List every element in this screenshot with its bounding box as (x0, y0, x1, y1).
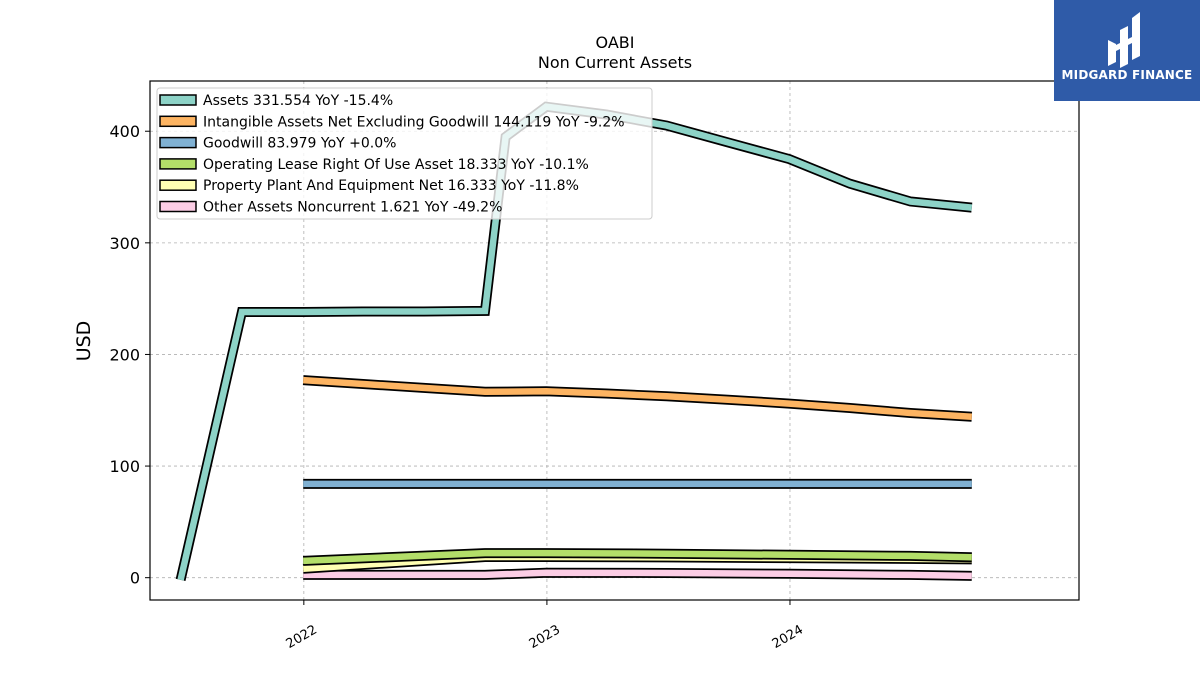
y-tick-label: 200 (109, 345, 140, 364)
legend-label: Assets 331.554 YoY -15.4% (203, 93, 393, 109)
legend-swatch (159, 136, 197, 149)
series-operating-lease-right-of-use-asset[interactable] (302, 548, 972, 566)
chart-subtitle: Non Current Assets (538, 53, 692, 72)
legend-label: Goodwill 83.979 YoY +0.0% (203, 136, 396, 152)
legend-label: Other Assets Noncurrent 1.621 YoY -49.2% (203, 200, 502, 216)
x-tick-label: 2022 (284, 622, 320, 652)
series-line (303, 549, 972, 565)
legend-label: Intangible Assets Net Excluding Goodwill… (203, 114, 625, 130)
legend-swatch (159, 115, 197, 128)
y-tick-label: 400 (109, 122, 140, 141)
y-tick-label: 300 (109, 234, 140, 253)
brand-logo: MIDGARD FINANCE (1054, 0, 1200, 101)
series-layer (175, 101, 973, 582)
legend-swatch (159, 158, 197, 170)
brand-logo-text: MIDGARD FINANCE (1061, 68, 1193, 82)
legend[interactable]: Assets 331.554 YoY -15.4% Intangible Asse… (156, 87, 653, 220)
y-axis: 0 100 200 300 400 (109, 122, 150, 588)
x-axis: 2022 2023 2024 (284, 600, 806, 652)
y-axis-label: USD (73, 321, 95, 362)
legend-item[interactable]: Other Assets Noncurrent 1.621 YoY -49.2% (159, 200, 502, 216)
chart-title: OABI (596, 33, 635, 52)
y-tick-label: 0 (130, 569, 140, 588)
legend-item[interactable]: Operating Lease Right Of Use Asset 18.33… (159, 157, 589, 173)
x-tick-label: 2024 (770, 622, 806, 652)
legend-swatch (159, 200, 197, 213)
series-other-assets-noncurrent[interactable] (303, 567, 972, 581)
legend-item[interactable]: Intangible Assets Net Excluding Goodwill… (159, 114, 625, 130)
legend-item[interactable]: Property Plant And Equipment Net 16.333 … (159, 178, 579, 194)
legend-box (156, 87, 653, 220)
legend-label: Operating Lease Right Of Use Asset 18.33… (203, 157, 589, 173)
legend-swatch (159, 94, 197, 106)
plot-frame (149, 80, 1080, 601)
brand-mark-icon (1108, 12, 1140, 68)
legend-swatch (159, 179, 197, 191)
legend-item[interactable]: Assets 331.554 YoY -15.4% (159, 93, 393, 109)
series-line (303, 569, 972, 580)
series-line (302, 376, 973, 421)
series-intangible-assets-net-excluding-goodwill[interactable] (302, 375, 973, 422)
y-tick-label: 100 (109, 457, 140, 476)
legend-item[interactable]: Goodwill 83.979 YoY +0.0% (159, 136, 396, 152)
x-tick-label: 2023 (527, 622, 563, 652)
legend-label: Property Plant And Equipment Net 16.333 … (203, 178, 579, 194)
